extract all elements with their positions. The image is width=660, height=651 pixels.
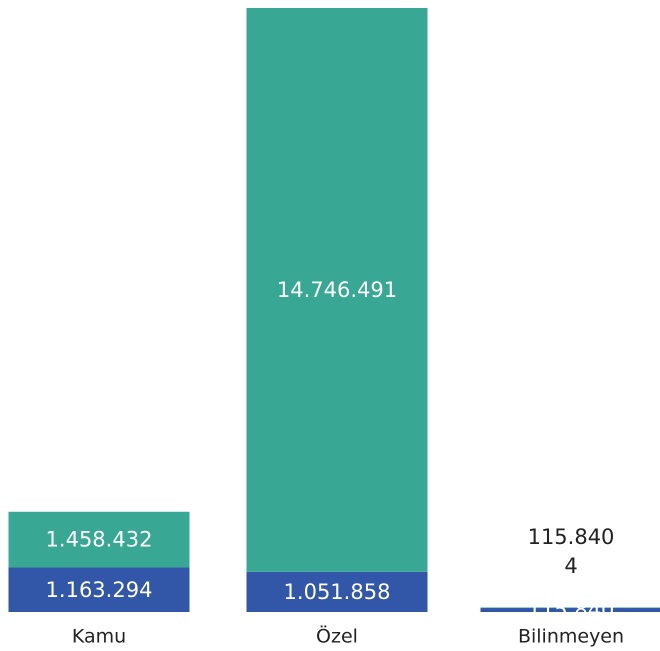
data-labels-layer: 1.163.294 1.458.432 1.051.858 14.746.491 115…: [46, 278, 615, 622]
data-label-kamu-1: 1.458.432: [46, 528, 153, 552]
bar-segment-özel-1: [246, 8, 428, 572]
data-label-bilinmeyen-1: 4: [564, 554, 577, 578]
data-label-özel-1: 14.746.491: [277, 278, 397, 302]
category-label-bilinmeyen: Bilinmeyen: [518, 626, 624, 648]
category-axis: Kamu Özel Bilinmeyen: [72, 625, 624, 648]
bar-segment-bilinmeyen-1: [480, 607, 660, 609]
category-label-kamu: Kamu: [72, 626, 126, 648]
bars-layer: [8, 8, 660, 612]
bar-segment-kamu-1: [8, 511, 190, 568]
data-label-bilinmeyen-0: 115.840: [528, 598, 615, 622]
category-label-özel: Özel: [316, 625, 358, 648]
data-label-bilinmeyen-0: 115.840: [528, 525, 615, 549]
data-label-kamu-0: 1.163.294: [46, 578, 153, 602]
bar-segment-bilinmeyen-0: [480, 607, 660, 612]
data-label-özel-0: 1.051.858: [284, 580, 391, 604]
bar-segment-kamu-0: [8, 567, 190, 612]
bar-segment-özel-0: [246, 571, 428, 612]
